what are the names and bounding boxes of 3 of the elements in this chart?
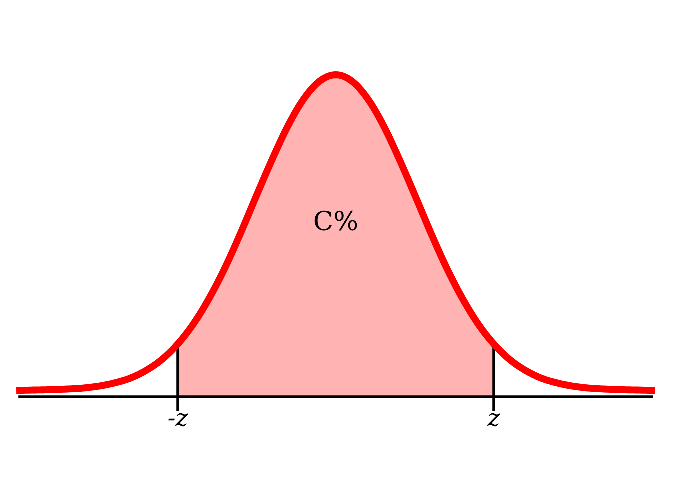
x-tick-label: -z	[168, 413, 188, 427]
annotation: C%	[314, 210, 358, 231]
x-tick-label: z	[488, 413, 500, 427]
